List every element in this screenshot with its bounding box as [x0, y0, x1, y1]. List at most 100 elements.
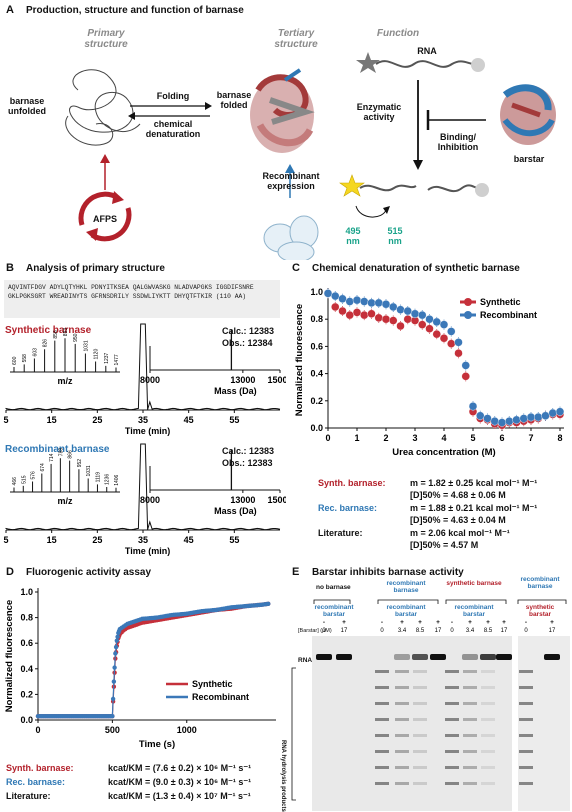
rec-time-tick-label: 5 [3, 535, 8, 545]
e-product-band [445, 782, 459, 785]
e-rna-band [394, 654, 410, 660]
e-product-band [463, 686, 477, 689]
e-lane-sign: + [418, 619, 422, 626]
e-lane-sign: + [486, 619, 490, 626]
rec-trace [5, 443, 281, 531]
e-product-band [463, 766, 477, 769]
c-data-point [360, 297, 369, 306]
e-lane-sign: + [342, 619, 346, 626]
excitation-wavelength: 495 nm [345, 226, 361, 246]
c-y-tick-label: 0.8 [310, 314, 323, 324]
e-product-band [375, 670, 389, 673]
e-product-band [395, 702, 409, 705]
panel-b-title: Analysis of primary structure [26, 263, 165, 274]
e-rna-band [462, 654, 478, 660]
c-y-axis-label: Normalized fluorescence [294, 304, 305, 416]
d-legend-label: Synthetic [192, 679, 233, 689]
rec-barstar-label-2: recombinant barstar [386, 604, 426, 618]
rec-mz-peak-label: 788 [58, 448, 64, 457]
d-y-tick-label: 1.0 [20, 587, 33, 597]
syn-mz-peak-label: 1237 [104, 352, 110, 363]
rec-mass-tick-label: 8000 [140, 495, 160, 505]
c-data-point [447, 339, 456, 348]
d-y-tick-label: 0.2 [20, 689, 33, 699]
e-product-band [519, 718, 533, 721]
c-data-point [389, 316, 398, 325]
gel-image: - 0 +17 - 0 +3.4 +8.5 +17 - 0 +3.4 +8.5 +17 - 0 +17 [291, 599, 570, 811]
c-data-point [352, 295, 362, 305]
c-data-point [425, 315, 434, 324]
d-legend-label: Recombinant [192, 692, 249, 702]
folding-label: Folding [156, 91, 190, 101]
e-gel-right [518, 636, 570, 811]
c-x-axis-label: Urea concentration (M) [392, 447, 495, 458]
recombinant-expression-label: Recombinant expression [262, 171, 320, 191]
syn-barstar-label: synthetic barstar [525, 604, 555, 618]
barstar-label: barstar [513, 154, 545, 164]
rec-mz-peak-label: 1406 [114, 474, 120, 485]
e-product-band [463, 670, 477, 673]
e-group-bracket [377, 599, 439, 604]
c-data-point [338, 294, 347, 303]
syn-mz-peak-label: 1477 [114, 354, 120, 365]
d-y-tick-label: 0.6 [20, 638, 33, 648]
e-rna-band [336, 654, 352, 660]
e-hydrolysis-bracket [291, 667, 296, 801]
e-product-band [481, 686, 495, 689]
denaturation-label: chemical denaturation [145, 119, 201, 139]
c-lit-label: Literature: [318, 528, 363, 538]
e-product-band [463, 750, 477, 753]
c-lit-m: m = 2.06 kcal mol⁻¹ M⁻¹ [410, 528, 510, 538]
rec-mz-peak-label: 466 [12, 477, 18, 486]
no-barnase-label: no barnase [316, 584, 351, 591]
e-product-band [519, 734, 533, 737]
e-lane-conc: 17 [501, 628, 508, 634]
e-product-band [413, 766, 427, 769]
c-data-point [447, 327, 456, 336]
c-data-point [490, 416, 499, 426]
rna-band-label: RNA [298, 657, 313, 664]
syn-mz-peak-label: 600 [12, 356, 18, 365]
c-data-point [403, 315, 412, 324]
e-product-band [445, 766, 459, 769]
c-x-tick-label: 2 [383, 433, 388, 443]
e-product-band [413, 782, 427, 785]
e-product-band [463, 734, 477, 737]
c-y-tick-label: 0.6 [310, 341, 323, 351]
e-product-band [481, 670, 495, 673]
c-data-point [432, 329, 441, 339]
e-product-band [463, 782, 477, 785]
c-y-tick-label: 0.0 [310, 423, 323, 433]
rna-label: RNA [417, 46, 437, 56]
e-rna-band [480, 654, 496, 660]
d-series-line [38, 602, 271, 717]
c-data-point [338, 306, 347, 316]
sequence-box: AQVINTFDGV ADYLQTYHKL PDNYITKSEA QALGWVA… [4, 280, 280, 318]
syn-mz-peak-label: 603 [32, 348, 38, 357]
e-product-band [395, 718, 409, 721]
c-data-point [534, 412, 543, 422]
rec-mz-peak-label: 714 [49, 453, 55, 462]
panel-a-letter: A [6, 4, 14, 16]
syn-time-tick-label: 5 [3, 415, 8, 425]
e-product-band [481, 718, 495, 721]
e-product-band [395, 750, 409, 753]
hydrolysis-label: RNA hydrolysis products [280, 740, 286, 812]
rec-calc: Calc.: 12383 [222, 446, 275, 456]
cells-drawing [263, 215, 319, 260]
emission-wavelength: 515 nm [387, 226, 403, 246]
e-rna-band [430, 654, 446, 660]
d-lit-label: Literature: [6, 791, 51, 801]
rec-time-tick-label: 55 [229, 535, 239, 545]
e-product-band [481, 766, 495, 769]
c-y-tick-label: 0.4 [310, 369, 323, 379]
rec-time-tick-label: 15 [47, 535, 57, 545]
rec-mz-peak-label: 674 [40, 463, 46, 472]
d-x-axis-label: Time (s) [139, 739, 175, 750]
e-rna-band [544, 654, 560, 660]
primary-structure-heading: Primary structure [84, 28, 128, 50]
c-data-point [374, 313, 383, 323]
c-legend-marker [464, 298, 472, 306]
e-product-band [375, 734, 389, 737]
e-product-band [375, 766, 389, 769]
